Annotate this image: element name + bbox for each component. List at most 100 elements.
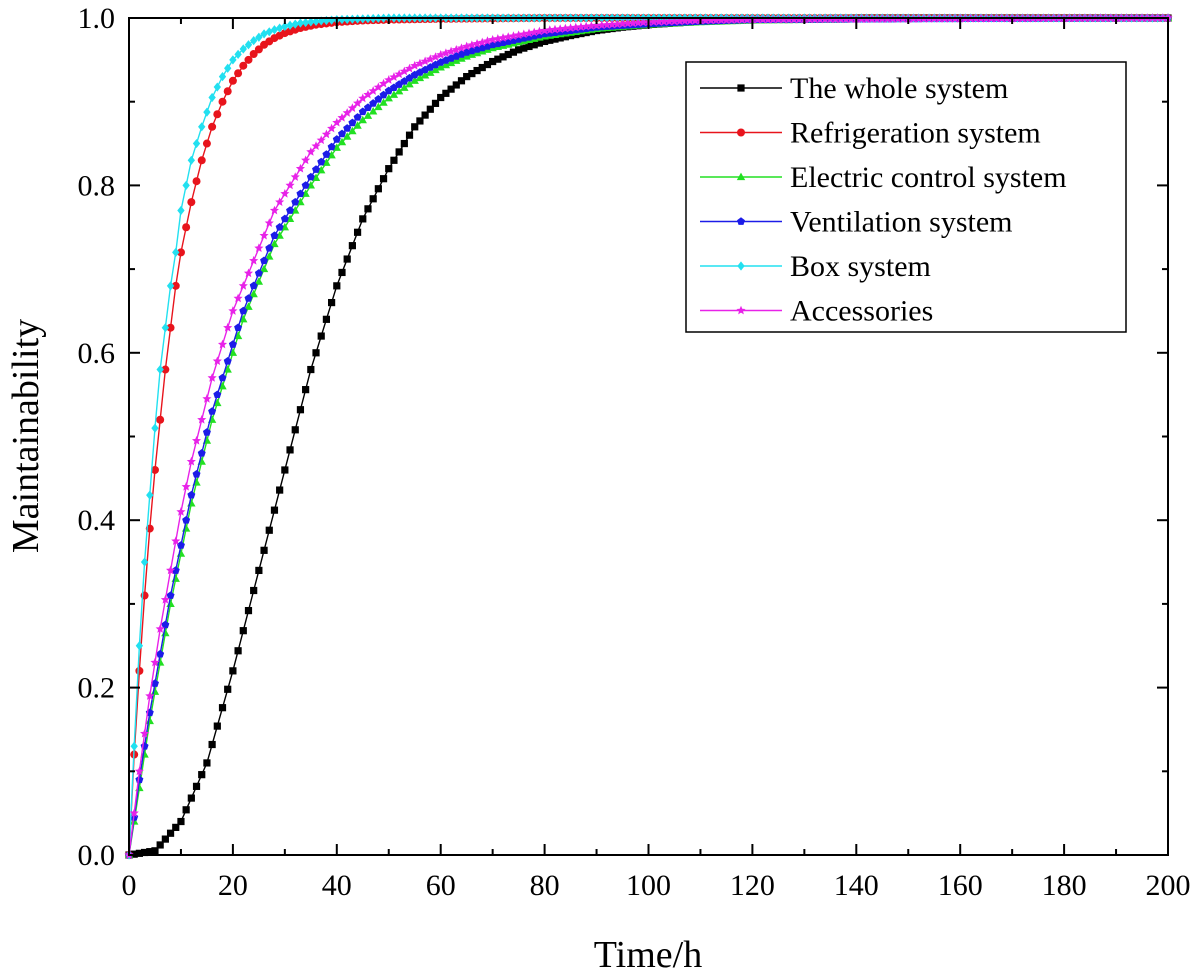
- data-point: [156, 364, 164, 375]
- data-point: [373, 82, 383, 92]
- data-point: [456, 43, 467, 53]
- data-point: [602, 20, 612, 29]
- data-point: [135, 775, 144, 784]
- data-point: [711, 15, 721, 25]
- data-point: [535, 39, 544, 47]
- legend-entry: Accessories: [700, 295, 933, 328]
- data-point: [452, 81, 460, 89]
- data-point: [218, 381, 227, 390]
- x-tick-label: 200: [1146, 869, 1191, 902]
- data-point: [405, 79, 414, 88]
- data-point: [374, 94, 383, 103]
- data-point: [265, 526, 273, 534]
- data-point: [664, 16, 674, 26]
- data-point: [457, 77, 466, 85]
- data-point: [727, 15, 737, 24]
- data-point: [437, 93, 445, 102]
- y-tick-label: 0.2: [78, 672, 116, 705]
- data-point: [332, 143, 341, 151]
- data-point: [166, 591, 175, 599]
- data-point: [228, 306, 238, 315]
- data-point: [302, 386, 310, 394]
- data-point: [721, 15, 731, 24]
- data-point: [286, 20, 294, 30]
- data-point: [160, 594, 170, 604]
- data-point: [244, 302, 253, 310]
- data-point: [259, 264, 269, 273]
- data-point: [140, 557, 149, 567]
- data-point: [431, 99, 440, 107]
- data-point: [353, 98, 363, 108]
- data-point: [306, 172, 315, 181]
- data-point: [224, 63, 232, 73]
- data-point: [270, 239, 279, 248]
- data-point: [197, 449, 206, 457]
- data-point: [545, 25, 555, 34]
- data-point: [556, 34, 564, 42]
- data-point: [353, 113, 362, 121]
- data-point: [519, 29, 529, 39]
- data-point: [161, 365, 170, 374]
- data-point: [187, 198, 196, 207]
- data-point: [369, 99, 378, 107]
- data-point: [134, 766, 144, 776]
- data-point: [649, 17, 659, 26]
- data-point: [260, 29, 268, 39]
- data-point: [239, 44, 247, 54]
- data-point: [192, 177, 201, 186]
- data-point: [187, 794, 195, 802]
- data-point: [150, 465, 159, 474]
- data-point: [368, 86, 378, 95]
- data-point: [166, 829, 175, 837]
- data-point: [156, 415, 165, 424]
- legend: The whole system Refrigeration system Elec…: [685, 61, 1127, 333]
- data-point: [213, 722, 221, 730]
- data-point: [275, 197, 285, 207]
- data-point: [332, 117, 342, 127]
- data-point: [317, 165, 326, 174]
- data-point: [295, 163, 306, 173]
- data-point: [312, 165, 321, 173]
- data-point: [234, 69, 243, 78]
- data-point: [228, 340, 237, 348]
- data-point: [358, 93, 368, 103]
- data-point: [654, 17, 664, 26]
- data-point: [358, 115, 367, 124]
- data-point: [364, 205, 372, 213]
- data-point: [363, 89, 373, 99]
- data-point: [395, 148, 403, 156]
- data-point: [150, 679, 159, 687]
- data-point: [307, 17, 315, 27]
- data-point: [228, 76, 237, 85]
- data-point: [431, 65, 440, 74]
- data-point: [441, 48, 451, 58]
- data-point: [680, 16, 690, 25]
- y-tick-label: 0.0: [78, 839, 116, 872]
- data-point: [171, 566, 180, 574]
- data-point: [473, 66, 481, 75]
- y-tick-label: 0.6: [78, 337, 116, 370]
- data-point: [378, 78, 389, 88]
- data-point: [441, 60, 451, 69]
- data-point: [411, 123, 419, 131]
- data-point: [229, 55, 237, 65]
- legend-marker: [737, 128, 745, 137]
- data-point: [353, 14, 362, 24]
- data-point: [208, 92, 216, 103]
- data-point: [576, 22, 586, 31]
- data-point: [146, 490, 154, 500]
- x-tick-label: 80: [530, 869, 560, 902]
- data-point: [489, 57, 497, 66]
- data-point: [327, 15, 336, 25]
- data-point: [633, 18, 643, 27]
- data-point: [462, 41, 472, 51]
- data-point: [493, 34, 503, 43]
- data-point: [779, 14, 789, 24]
- data-point: [223, 87, 232, 96]
- data-point: [499, 53, 507, 61]
- data-point: [363, 111, 373, 119]
- data-point: [328, 298, 336, 307]
- data-point: [560, 23, 570, 33]
- data-point: [228, 348, 238, 356]
- data-point: [281, 21, 289, 31]
